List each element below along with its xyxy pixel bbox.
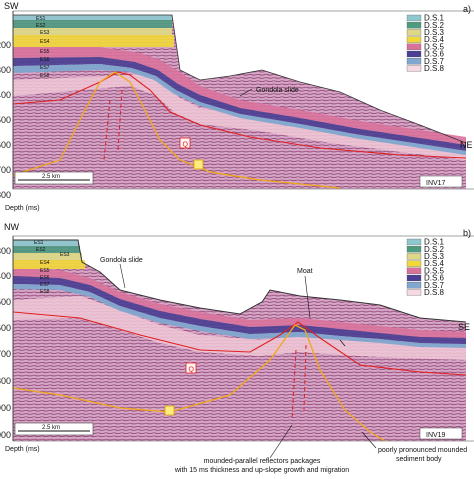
legend-swatch: [406, 246, 422, 253]
tick-700: 700: [0, 349, 11, 359]
unit-es8-a: ES8: [40, 73, 50, 79]
scale-bar-b: 2.5 km: [42, 425, 60, 431]
unit-es6-b: ES6: [40, 275, 50, 281]
unit-es1-a: ES1: [36, 16, 46, 22]
unit-es3-a: ES3: [40, 30, 50, 36]
legend-swatch: [406, 43, 422, 50]
legend-swatch: [406, 282, 422, 289]
legend-swatch: [406, 274, 422, 282]
legend-label: D.S.6: [424, 274, 445, 283]
legend-label: D.S.6: [424, 50, 445, 59]
depth-label-b: Depth (ms): [5, 446, 40, 453]
legend-label: D.S.4: [424, 259, 445, 268]
legend-swatch: [406, 22, 422, 29]
tick-600: 600: [0, 140, 11, 150]
bottom-note-line2: with 15 ms thickness and up-slope growth…: [174, 467, 349, 474]
tick-400: 400: [0, 90, 11, 100]
direction-right-a: NE: [460, 140, 473, 150]
tick-1000: 1000: [0, 430, 11, 440]
line-name-b: INV19: [426, 432, 446, 439]
legend-label: D.S.2: [424, 21, 445, 30]
legend-swatch: [406, 36, 422, 43]
unit-es7-a: ES7: [40, 65, 50, 71]
gondola-slide-label-a: Gondola slide: [256, 87, 299, 94]
panel-letter-b: b): [463, 228, 471, 238]
unit-es5-b: ES5: [40, 268, 50, 274]
tick-300: 300: [0, 65, 11, 75]
legend-swatch: [406, 14, 422, 22]
legend-label: D.S.7: [424, 57, 445, 66]
legend-swatch: [406, 65, 422, 72]
unit-labels-b: ES1 ES2 ES3 ES4 ES5 ES6 ES7 ES8: [34, 240, 70, 295]
legend-label: D.S.4: [424, 35, 445, 44]
y-axis-ticks-b: 300 400 500 600 700 800 900 1000: [0, 246, 11, 440]
unit-es2-a: ES2: [36, 23, 46, 29]
tick-600: 600: [0, 323, 11, 333]
gondola-slide-label-b: Gondola slide: [100, 257, 143, 264]
direction-right-b: SE: [458, 322, 470, 332]
line-name-a: INV17: [426, 180, 446, 187]
legend-label: D.S.7: [424, 281, 445, 290]
panel-a: SW NE a) 200 300 400 500 600 700 800 Dep…: [0, 1, 474, 212]
tick-800: 800: [0, 190, 11, 200]
unit-es1-b: ES1: [34, 240, 44, 246]
unit-es5-a: ES5: [40, 49, 50, 55]
legend-swatch: [406, 58, 422, 65]
legend-label: D.S.1: [424, 238, 445, 247]
unit-es3-b: ES3: [60, 252, 70, 258]
unit-es6-a: ES6: [40, 57, 50, 63]
legend-swatch: [406, 253, 422, 260]
direction-left-a: SW: [4, 1, 19, 11]
scale-bar-a: 2.5 km: [42, 174, 60, 180]
horizon-q-b: Q: [189, 367, 195, 374]
legend-label: D.S.1: [424, 14, 445, 23]
legend-swatch: [406, 289, 422, 296]
legend-label: D.S.2: [424, 245, 445, 254]
legend-label: D.S.5: [424, 266, 445, 275]
depth-label-a: Depth (ms): [5, 205, 40, 212]
tick-500: 500: [0, 115, 11, 125]
legend-label: D.S.3: [424, 28, 445, 37]
legend-label: D.S.5: [424, 42, 445, 51]
tick-700: 700: [0, 165, 11, 175]
direction-left-b: NW: [4, 222, 19, 232]
legend-swatch: [406, 238, 422, 246]
legend-swatch: [406, 267, 422, 274]
tick-900: 900: [0, 403, 11, 413]
horizon-q-a: Q: [183, 142, 189, 149]
tick-300: 300: [0, 246, 11, 256]
legend-swatch: [406, 50, 422, 58]
legend-label: D.S.8: [424, 288, 445, 297]
unit-labels-a: ES1 ES2 ES3 ES4 ES5 ES6 ES7 ES8: [36, 16, 50, 79]
unit-es2-b: ES2: [36, 247, 46, 253]
legend-a: D.S.1D.S.2D.S.3D.S.4D.S.5D.S.6D.S.7D.S.8: [404, 14, 462, 74]
unit-es4-b: ES4: [40, 260, 50, 266]
annotation-mounded-line1: poorly pronounced mounded: [378, 447, 467, 454]
unit-es7-b: ES7: [40, 282, 50, 288]
legend-label: D.S.8: [424, 64, 445, 73]
unit-es8-b: ES8: [40, 289, 50, 295]
tick-800: 800: [0, 376, 11, 386]
legend-swatch: [406, 29, 422, 36]
tick-200: 200: [0, 40, 11, 50]
y-axis-ticks-a: 200 300 400 500 600 700 800: [0, 40, 11, 200]
legend-swatch: [406, 260, 422, 267]
legend-label: D.S.3: [424, 252, 445, 261]
tick-500: 500: [0, 297, 11, 307]
panel-b: NW SE b) 300 400 500 600 700 800 900 100…: [0, 222, 474, 474]
legend-b: D.S.1D.S.2D.S.3D.S.4D.S.5D.S.6D.S.7D.S.8: [404, 238, 462, 298]
unit-es4-a: ES4: [40, 39, 50, 45]
moat-label: Moat: [297, 268, 313, 275]
annotation-mounded-line2: sediment body: [396, 456, 442, 463]
tick-400: 400: [0, 271, 11, 281]
panel-letter-a: a): [463, 4, 471, 14]
bottom-note-line1: mounded-parallel reflectors packages: [204, 458, 321, 465]
